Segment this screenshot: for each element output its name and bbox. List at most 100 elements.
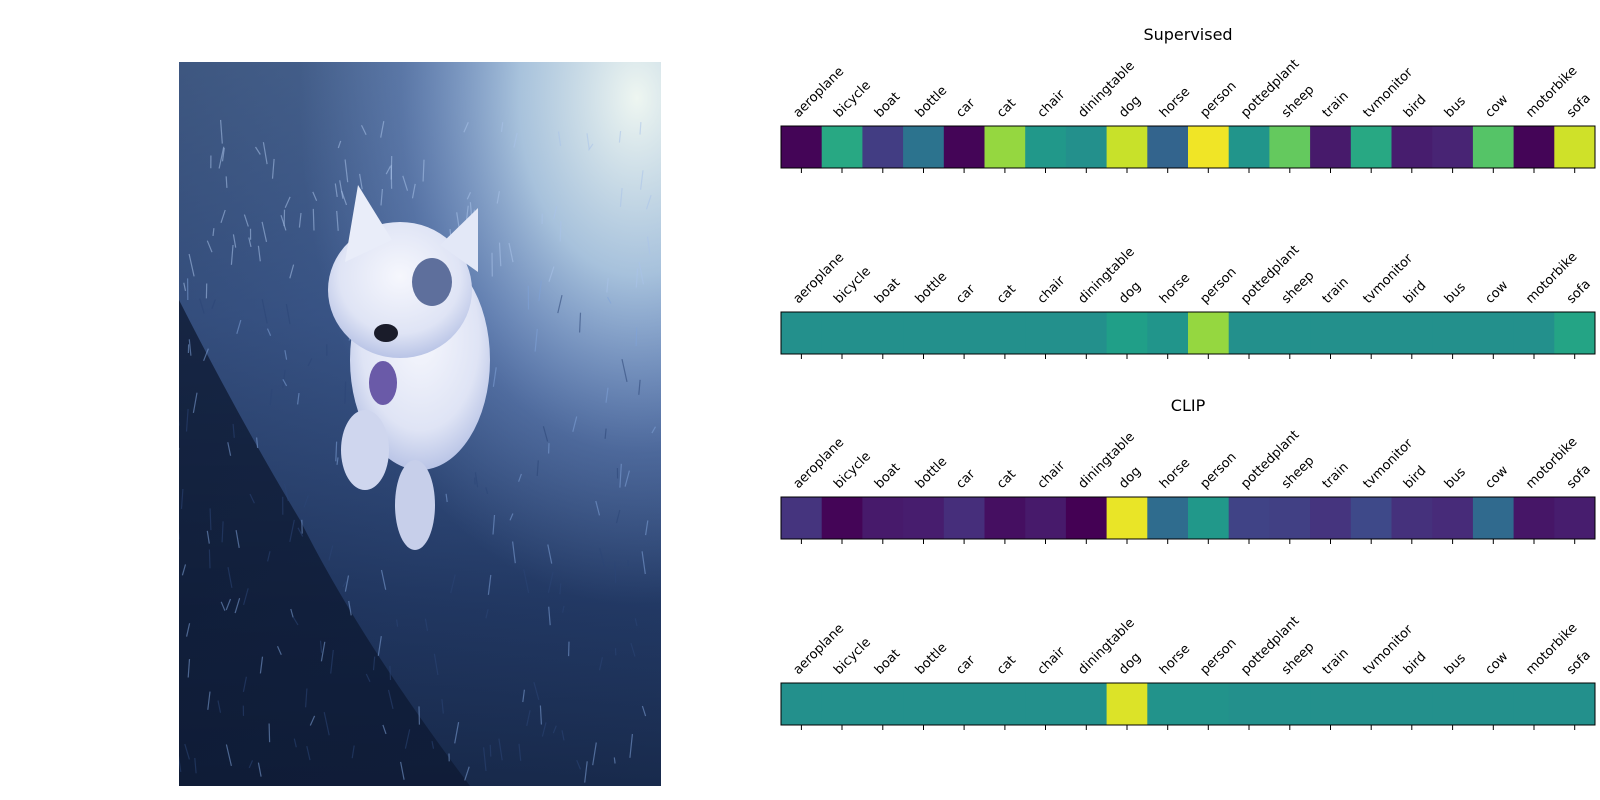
grass-blade	[562, 605, 565, 613]
grass-blade	[485, 487, 489, 494]
heatmap-cell	[1228, 497, 1270, 539]
grass-blade	[188, 253, 195, 277]
grass-blade	[557, 131, 562, 147]
tick-label: car	[953, 281, 979, 307]
grass-blade	[319, 640, 323, 653]
grass-blade	[206, 240, 213, 253]
heatmap-cell	[1065, 126, 1107, 168]
tick-label: bottle	[913, 640, 950, 677]
heatmap-cell	[1310, 312, 1352, 354]
grass-blade	[533, 681, 540, 701]
dog-right-ear	[440, 208, 478, 272]
grass-blade	[180, 488, 184, 509]
grass-blade	[509, 513, 514, 521]
heatmap-cell	[1147, 497, 1189, 539]
tick-label: person	[1198, 450, 1240, 492]
grass-blade	[225, 744, 232, 767]
tick-label: sheep	[1279, 639, 1317, 677]
tick-label: cat	[994, 653, 1019, 678]
grass-blade	[234, 598, 241, 614]
grass-blade	[209, 508, 212, 531]
grass-blade	[635, 268, 639, 288]
heatmap-cell	[1472, 126, 1514, 168]
grass-blade	[284, 196, 291, 209]
grass-blade	[336, 457, 339, 465]
grass-blade	[344, 159, 349, 183]
grass-blade	[312, 208, 315, 231]
heatmap-cell	[1432, 126, 1474, 168]
grass-blade	[221, 147, 225, 162]
grass-blade	[269, 389, 273, 406]
tick-label: train	[1320, 646, 1352, 678]
grass-blade	[297, 527, 304, 537]
grass-blade	[248, 237, 252, 248]
strip-frame	[780, 682, 1596, 726]
tick-label: boat	[872, 461, 903, 492]
grass-blade	[387, 689, 394, 710]
heatmap-cell	[1147, 683, 1189, 725]
grass-blade	[199, 298, 205, 314]
grass-blade	[508, 242, 514, 263]
heatmap-cell	[1106, 312, 1148, 354]
grass-blade	[359, 173, 363, 190]
grass-blade	[285, 303, 291, 325]
grass-blade	[553, 206, 558, 220]
grass-blade	[523, 569, 530, 594]
grass-blade	[411, 183, 416, 199]
heatmap-cell	[1025, 126, 1067, 168]
grass-blade	[487, 574, 492, 595]
grass-blade	[635, 327, 638, 347]
grass-blade	[454, 721, 460, 744]
heatmap-cell	[821, 497, 863, 539]
grass-blade	[236, 319, 242, 334]
grass-blade	[483, 747, 487, 772]
grass-blade	[289, 264, 295, 279]
grass-blade	[307, 358, 313, 367]
grass-blade	[351, 745, 355, 759]
grass-blade	[619, 188, 623, 207]
heatmap-cell	[1432, 683, 1474, 725]
grass-blade	[630, 642, 636, 657]
tick-label: bicycle	[831, 264, 874, 307]
grass-blade	[645, 195, 652, 210]
grass-blade	[424, 618, 429, 632]
grass-blade	[230, 244, 234, 265]
grass-blade	[639, 122, 642, 135]
heatmap-cell	[1513, 683, 1555, 725]
heatmap-cell	[862, 126, 904, 168]
tick-label: horse	[1157, 271, 1193, 307]
grass-blade	[638, 379, 641, 395]
grass-blade	[526, 710, 531, 727]
grass-blade	[389, 665, 392, 681]
grass-blade	[380, 569, 387, 590]
heatmap-cell	[943, 683, 985, 725]
grass-blade	[243, 588, 249, 606]
grass-blade	[179, 447, 180, 450]
heatmap-cell	[943, 497, 985, 539]
heatmap-cell	[781, 683, 823, 725]
heatmap-cell	[1310, 497, 1352, 539]
grass-blade	[619, 463, 622, 488]
grass-blade	[572, 416, 578, 432]
heatmap-cell	[1391, 126, 1433, 168]
tick-label: bottle	[913, 83, 950, 120]
heatmap-cell	[1228, 312, 1270, 354]
tick-label: sofa	[1564, 91, 1594, 121]
strip-frame	[780, 125, 1596, 169]
heatmap-cell	[903, 126, 945, 168]
strip-frame	[780, 311, 1596, 355]
grass-blade	[266, 328, 272, 336]
tick-label: person	[1198, 265, 1240, 307]
grass-blade	[186, 623, 191, 637]
tick-label: sheep	[1279, 82, 1317, 120]
grass-blade	[372, 656, 376, 671]
tick-label: horse	[1157, 456, 1193, 492]
grass-blade	[380, 188, 383, 206]
grass-blade	[217, 700, 222, 713]
heatmap-cell	[943, 312, 985, 354]
grass-blade	[646, 236, 651, 255]
tick-label: bird	[1401, 278, 1429, 306]
heatmap-cell	[1147, 126, 1189, 168]
grass-blade	[539, 705, 542, 725]
